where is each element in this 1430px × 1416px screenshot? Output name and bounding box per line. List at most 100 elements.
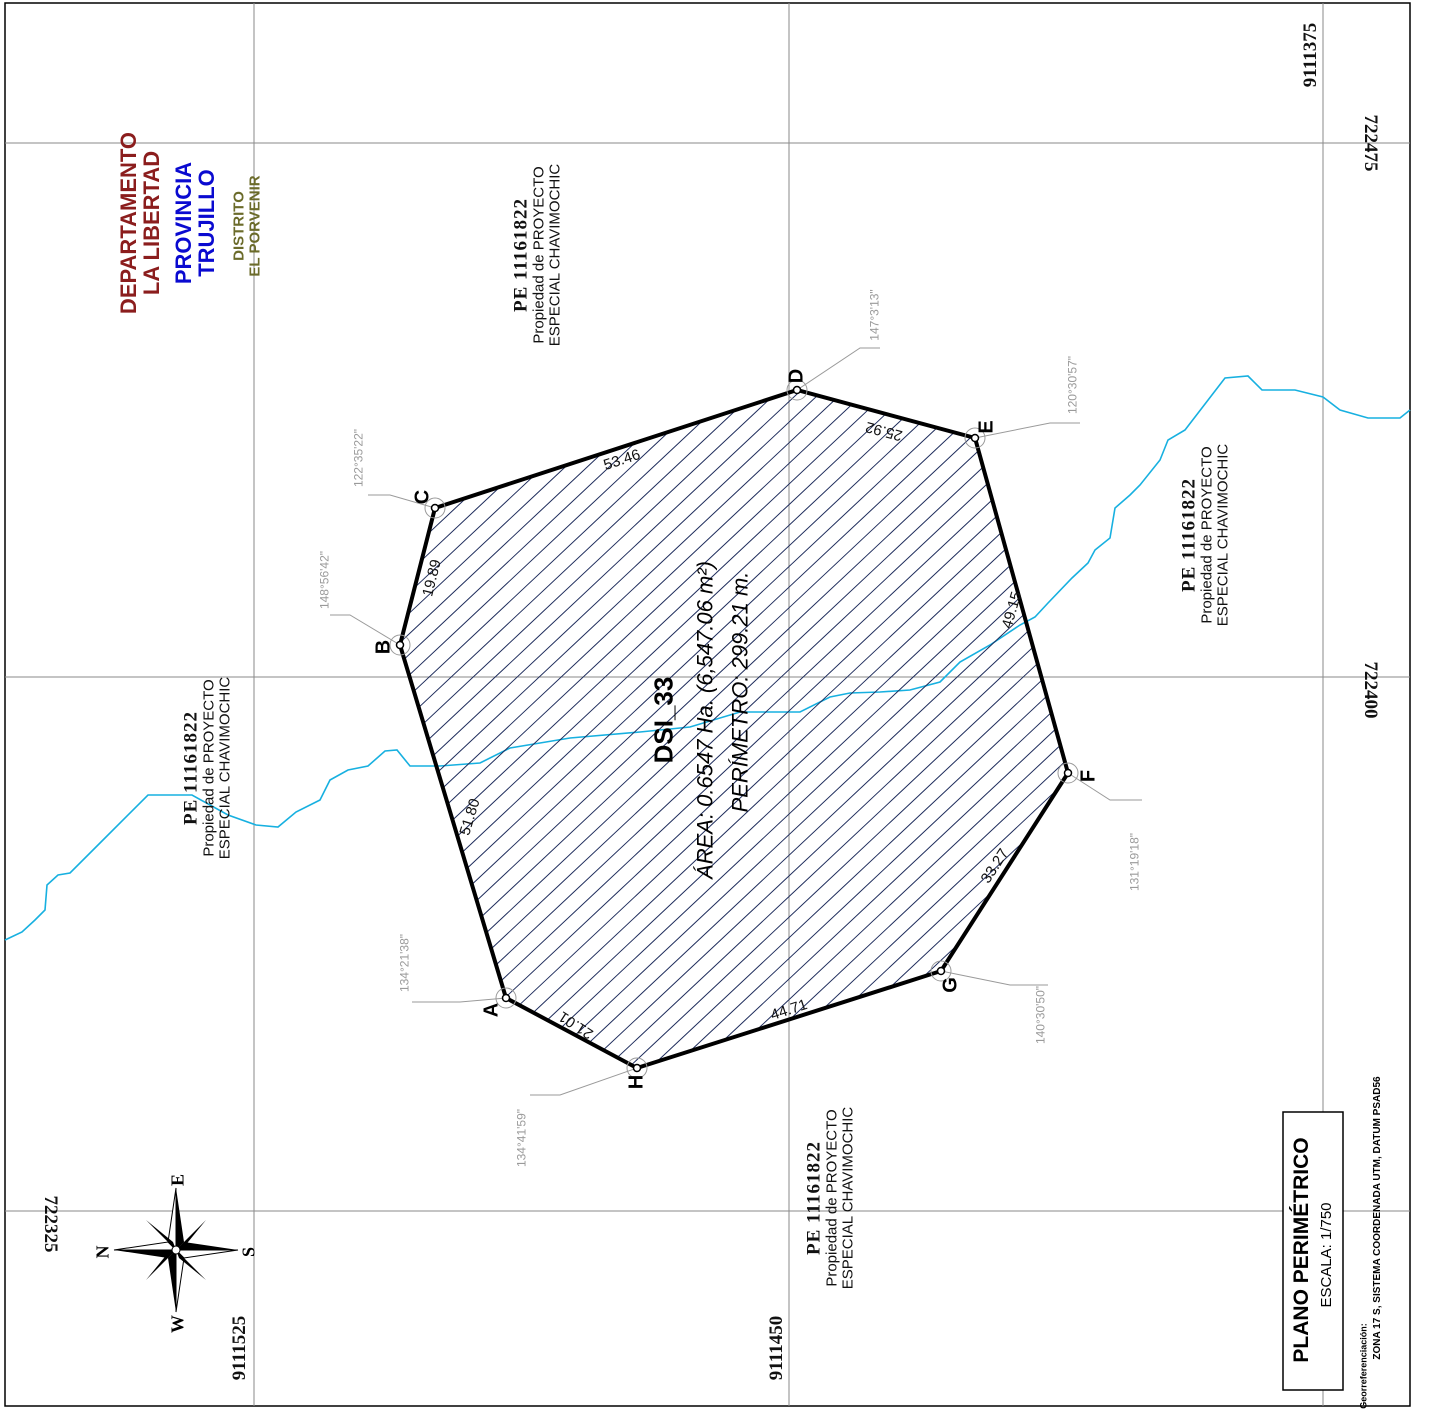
hatch-line: [681, 390, 1068, 1068]
hatch-line: [400, 390, 977, 1068]
hatch-line: [1055, 390, 1068, 1068]
property-line1: Propiedad de PROYECTO: [1198, 446, 1216, 624]
vertex-d-marker: [792, 385, 802, 395]
hatch-line: [400, 390, 735, 1068]
hatch-line: [747, 390, 1068, 1068]
hatch-line: [483, 390, 1068, 1068]
vertex-h-marker: [632, 1063, 642, 1073]
property-line2: ESPECIAL CHAVIMOCHIC: [545, 163, 563, 347]
parcel-area: ÁREA: 0.6547 Ha. (6,547.06 m²): [692, 561, 718, 879]
property-pe: PE 11161822: [1178, 478, 1200, 592]
hatch-line: [615, 390, 1068, 1068]
property-pe: PE 11161822: [510, 198, 532, 312]
angle-label-g: 140°30'50": [1033, 985, 1048, 1045]
angle-label-c: 122°35'22": [351, 428, 366, 488]
hatch-line: [400, 390, 691, 1068]
angle-label-d: 147°3'13": [867, 289, 882, 341]
provincia-label: PROVINCIA TRUJILLO: [171, 162, 219, 284]
hatch-line: [439, 390, 1068, 1068]
hatch-line: [400, 390, 1068, 1068]
vertex-label-d: D: [785, 368, 808, 384]
property-pe: PE 11161822: [803, 1141, 825, 1255]
distrito-name: EL PORVENIR: [246, 175, 263, 277]
easting-label: 722325: [40, 1195, 61, 1253]
hatch-line: [400, 390, 713, 1068]
angle-label-b: 148°56'42": [317, 550, 332, 610]
hatch-line: [527, 390, 1068, 1068]
hatch-line: [1078, 350, 1430, 1100]
vertex-label-e: E: [975, 420, 998, 434]
hatch-line: [400, 390, 1021, 1068]
hatch-line: [400, 390, 1043, 1068]
hatch-line: [400, 390, 955, 1068]
hatch-line: [1408, 350, 1430, 1100]
property-label: PE 11161822 Propiedad de PROYECTO ESPECI…: [803, 1106, 856, 1290]
vertex-label-b: B: [372, 639, 395, 655]
hatch-line: [1210, 350, 1430, 1100]
grid-lines: [5, 3, 1410, 1406]
vertex-label-c: C: [411, 489, 434, 505]
property-label: PE 11161822 Propiedad de PROYECTO ESPECI…: [180, 676, 233, 860]
northing-label: 9111525: [229, 1315, 251, 1381]
angle-label-a: 134°21'38": [397, 933, 412, 993]
easting-label: 722475: [1360, 114, 1381, 172]
property-line1: Propiedad de PROYECTO: [200, 679, 218, 857]
hatch-line: [769, 390, 1068, 1068]
hatch-line: [703, 390, 1068, 1068]
vertex-b-marker: [395, 640, 405, 650]
property-line1: Propiedad de PROYECTO: [530, 166, 548, 344]
hatch-line: [400, 390, 933, 1068]
hatch-line: [400, 390, 757, 1068]
hatch-line: [1033, 390, 1068, 1068]
hatch-line: [400, 390, 581, 1068]
hatch-line: [879, 390, 1068, 1068]
property-line2: ESPECIAL CHAVIMOCHIC: [1213, 443, 1231, 627]
vertex-c-marker: [430, 503, 440, 513]
compass-w-label: W: [167, 1315, 188, 1333]
vertex-label-h: H: [625, 1074, 648, 1090]
hatch-line: [637, 390, 1068, 1068]
hatch-line: [400, 390, 889, 1068]
distrito-label: DISTRITO EL PORVENIR: [230, 175, 263, 277]
compass-rose-icon: [113, 1187, 239, 1313]
hatch-line: [400, 390, 867, 1068]
river-line: [4, 375, 1411, 941]
hatch-line: [400, 390, 1065, 1068]
property-line2: ESPECIAL CHAVIMOCHIC: [215, 676, 233, 860]
hatch-line: [1254, 350, 1430, 1100]
compass-s-label: S: [238, 1246, 259, 1258]
departamento-label: DEPARTAMENTO LA LIBERTAD: [115, 131, 164, 315]
hatch-line: [1364, 350, 1430, 1100]
hatch-line: [1386, 350, 1430, 1100]
hatch-line: [549, 390, 1068, 1068]
title-box: [1282, 1111, 1344, 1391]
parcel-id: DSI_33: [648, 676, 679, 764]
vertex-label-g: G: [939, 977, 962, 993]
provincia-name: TRUJILLO: [194, 169, 219, 277]
title-name: PLANO PERIMÉTRICO: [1289, 1137, 1313, 1363]
hatch-line: [461, 390, 1068, 1068]
hatch-line: [1122, 350, 1430, 1100]
angle-label-e: 120°30'57": [1065, 355, 1080, 415]
property-label: PE 11161822 Propiedad de PROYECTO ESPECI…: [510, 163, 563, 347]
vertex-e-marker: [970, 433, 980, 443]
hatch-line: [1232, 350, 1430, 1100]
departamento-name: LA LIBERTAD: [139, 150, 164, 296]
property-line1: Propiedad de PROYECTO: [823, 1109, 841, 1287]
property-line2: ESPECIAL CHAVIMOCHIC: [838, 1106, 856, 1290]
hatch-line: [400, 390, 801, 1068]
hatch-line: [923, 390, 1068, 1068]
angle-label-h: 134°41'59": [514, 1108, 529, 1168]
geo-label: Georreferenciación:: [1358, 1323, 1369, 1409]
hatch-line: [400, 390, 669, 1068]
hatch-line: [400, 390, 999, 1068]
hatch-line: [400, 390, 625, 1068]
hatch-line: [1342, 350, 1430, 1100]
departamento-title: DEPARTAMENTO: [115, 131, 141, 315]
compass-n-label: N: [92, 1245, 113, 1259]
hatch-line: [400, 390, 647, 1068]
vertex-f-marker: [1063, 768, 1073, 778]
distrito-title: DISTRITO: [230, 191, 248, 261]
map-frame: [4, 2, 1411, 1407]
